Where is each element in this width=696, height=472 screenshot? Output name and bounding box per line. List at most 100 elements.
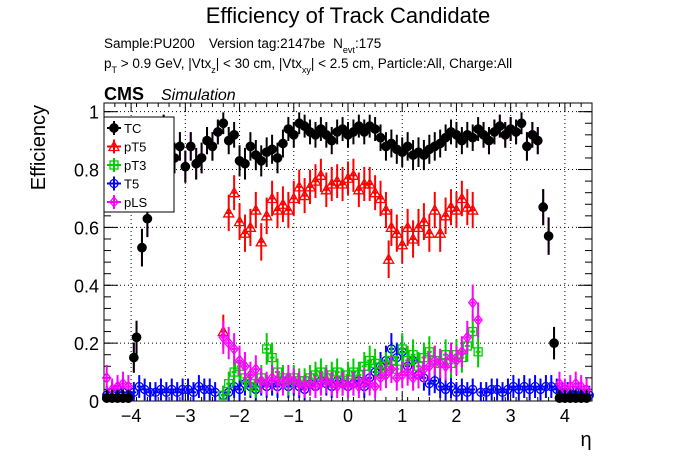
x-tick-label: 0 bbox=[343, 406, 353, 426]
data-point-TC bbox=[213, 127, 223, 137]
data-point-pT5 bbox=[347, 168, 360, 180]
data-point-TC bbox=[516, 118, 527, 129]
data-point-T5 bbox=[451, 387, 462, 397]
data-point-pT3 bbox=[365, 355, 375, 366]
data-point-pT3 bbox=[262, 344, 272, 354]
y-axis-title: Efficiency bbox=[28, 105, 50, 190]
data-point-TC bbox=[131, 332, 142, 343]
data-point-T5 bbox=[446, 381, 456, 392]
data-point-pLS bbox=[364, 377, 375, 390]
data-point-pT5 bbox=[412, 221, 425, 233]
data-point-pT3 bbox=[397, 344, 407, 354]
data-point-TC bbox=[359, 127, 370, 137]
data-point-TC bbox=[532, 135, 543, 146]
data-point-pT5 bbox=[331, 174, 344, 186]
legend-marker-TC bbox=[109, 123, 119, 133]
nevt-subscript: evt bbox=[343, 45, 356, 55]
data-point-pLS bbox=[435, 357, 446, 370]
data-point-TC bbox=[402, 141, 413, 152]
x-tick-label: 3 bbox=[506, 406, 516, 426]
y-tick-label: 0.4 bbox=[74, 276, 99, 296]
data-point-pT5 bbox=[444, 200, 458, 212]
data-point-TC bbox=[375, 132, 386, 143]
data-point-pT5 bbox=[309, 174, 322, 186]
data-point-pT5 bbox=[222, 206, 235, 218]
version-tag: Version tag:2147be bbox=[209, 36, 325, 51]
data-point-TC bbox=[457, 135, 467, 146]
data-point-pLS bbox=[245, 368, 256, 382]
legend-marker-pLS bbox=[109, 195, 119, 209]
data-point-pLS bbox=[283, 371, 294, 384]
data-point-pT5 bbox=[276, 197, 290, 209]
data-point-T5 bbox=[535, 384, 546, 395]
data-point-pT5 bbox=[390, 226, 403, 238]
data-point-TC bbox=[348, 127, 359, 137]
data-point-pLS bbox=[272, 374, 283, 387]
data-point-pT5 bbox=[385, 221, 398, 233]
data-point-T5 bbox=[519, 381, 529, 392]
data-point-pT5 bbox=[320, 183, 333, 195]
data-point-TC bbox=[137, 242, 147, 253]
data-point-pT5 bbox=[341, 171, 355, 183]
data-point-pLS bbox=[250, 363, 261, 376]
data-point-T5 bbox=[492, 384, 502, 395]
data-point-TC bbox=[419, 150, 429, 160]
data-point-TC bbox=[549, 338, 559, 348]
data-point-TC bbox=[288, 129, 299, 140]
data-point-TC bbox=[245, 141, 256, 152]
y-tick-labels: 0 0.2 0.4 0.6 0.8 1 bbox=[74, 103, 99, 412]
data-point-T5 bbox=[530, 381, 540, 392]
data-point-pT5 bbox=[282, 203, 295, 215]
data-point-pT3 bbox=[408, 350, 418, 360]
data-point-TC bbox=[494, 121, 505, 131]
data-point-pLS bbox=[386, 363, 397, 376]
data-point-T5 bbox=[167, 384, 177, 395]
data-point-pLS bbox=[278, 377, 288, 390]
data-point-TC bbox=[272, 153, 283, 163]
data-point-pLS bbox=[240, 360, 250, 373]
data-point-pLS bbox=[348, 377, 359, 390]
data-point-T5 bbox=[457, 384, 467, 395]
data-point-pT5 bbox=[271, 203, 284, 215]
legend-item-pLS: pLS bbox=[107, 195, 147, 210]
data-point-pT5 bbox=[265, 192, 279, 204]
data-point-TC bbox=[299, 121, 310, 131]
data-point-pLS bbox=[381, 368, 391, 382]
data-point-pLS bbox=[321, 374, 332, 387]
series-pT5 bbox=[217, 158, 479, 349]
x-tick-label: 1 bbox=[397, 406, 407, 426]
y-tick-label: 0.2 bbox=[74, 334, 99, 354]
data-point-TC bbox=[467, 132, 478, 143]
data-point-T5 bbox=[462, 387, 472, 397]
data-point-T5 bbox=[134, 381, 144, 392]
data-point-T5 bbox=[524, 384, 535, 395]
data-point-pT5 bbox=[298, 189, 311, 201]
data-point-TC bbox=[527, 129, 538, 140]
data-point-pT3 bbox=[267, 352, 277, 363]
data-point-pT5 bbox=[260, 209, 273, 221]
data-point-TC bbox=[538, 202, 549, 213]
data-point-T5 bbox=[430, 376, 440, 386]
data-point-TC bbox=[229, 129, 239, 140]
x-tick-labels: −4 −3 −2 −1 0 1 2 3 4 bbox=[121, 406, 570, 426]
data-point-T5 bbox=[188, 387, 199, 397]
data-point-TC bbox=[386, 138, 397, 149]
data-point-pLS bbox=[554, 377, 565, 390]
data-point-pLS bbox=[402, 366, 413, 379]
data-point-pLS bbox=[261, 377, 272, 390]
data-point-pT5 bbox=[423, 226, 436, 238]
y-tick-label: 1 bbox=[89, 103, 99, 123]
data-point-TC bbox=[321, 129, 332, 140]
data-point-pT5 bbox=[461, 200, 474, 212]
data-point-TC bbox=[128, 352, 139, 363]
data-point-TC bbox=[478, 129, 489, 140]
data-point-TC bbox=[175, 141, 185, 152]
data-point-TC bbox=[142, 213, 153, 224]
data-point-pLS bbox=[451, 354, 462, 367]
data-point-TC bbox=[370, 124, 380, 134]
data-point-TC bbox=[310, 129, 321, 140]
data-point-T5 bbox=[435, 381, 445, 392]
data-point-TC bbox=[202, 135, 212, 146]
data-point-TC bbox=[185, 141, 196, 152]
chart-title: Efficiency of Track Candidate bbox=[206, 3, 491, 28]
